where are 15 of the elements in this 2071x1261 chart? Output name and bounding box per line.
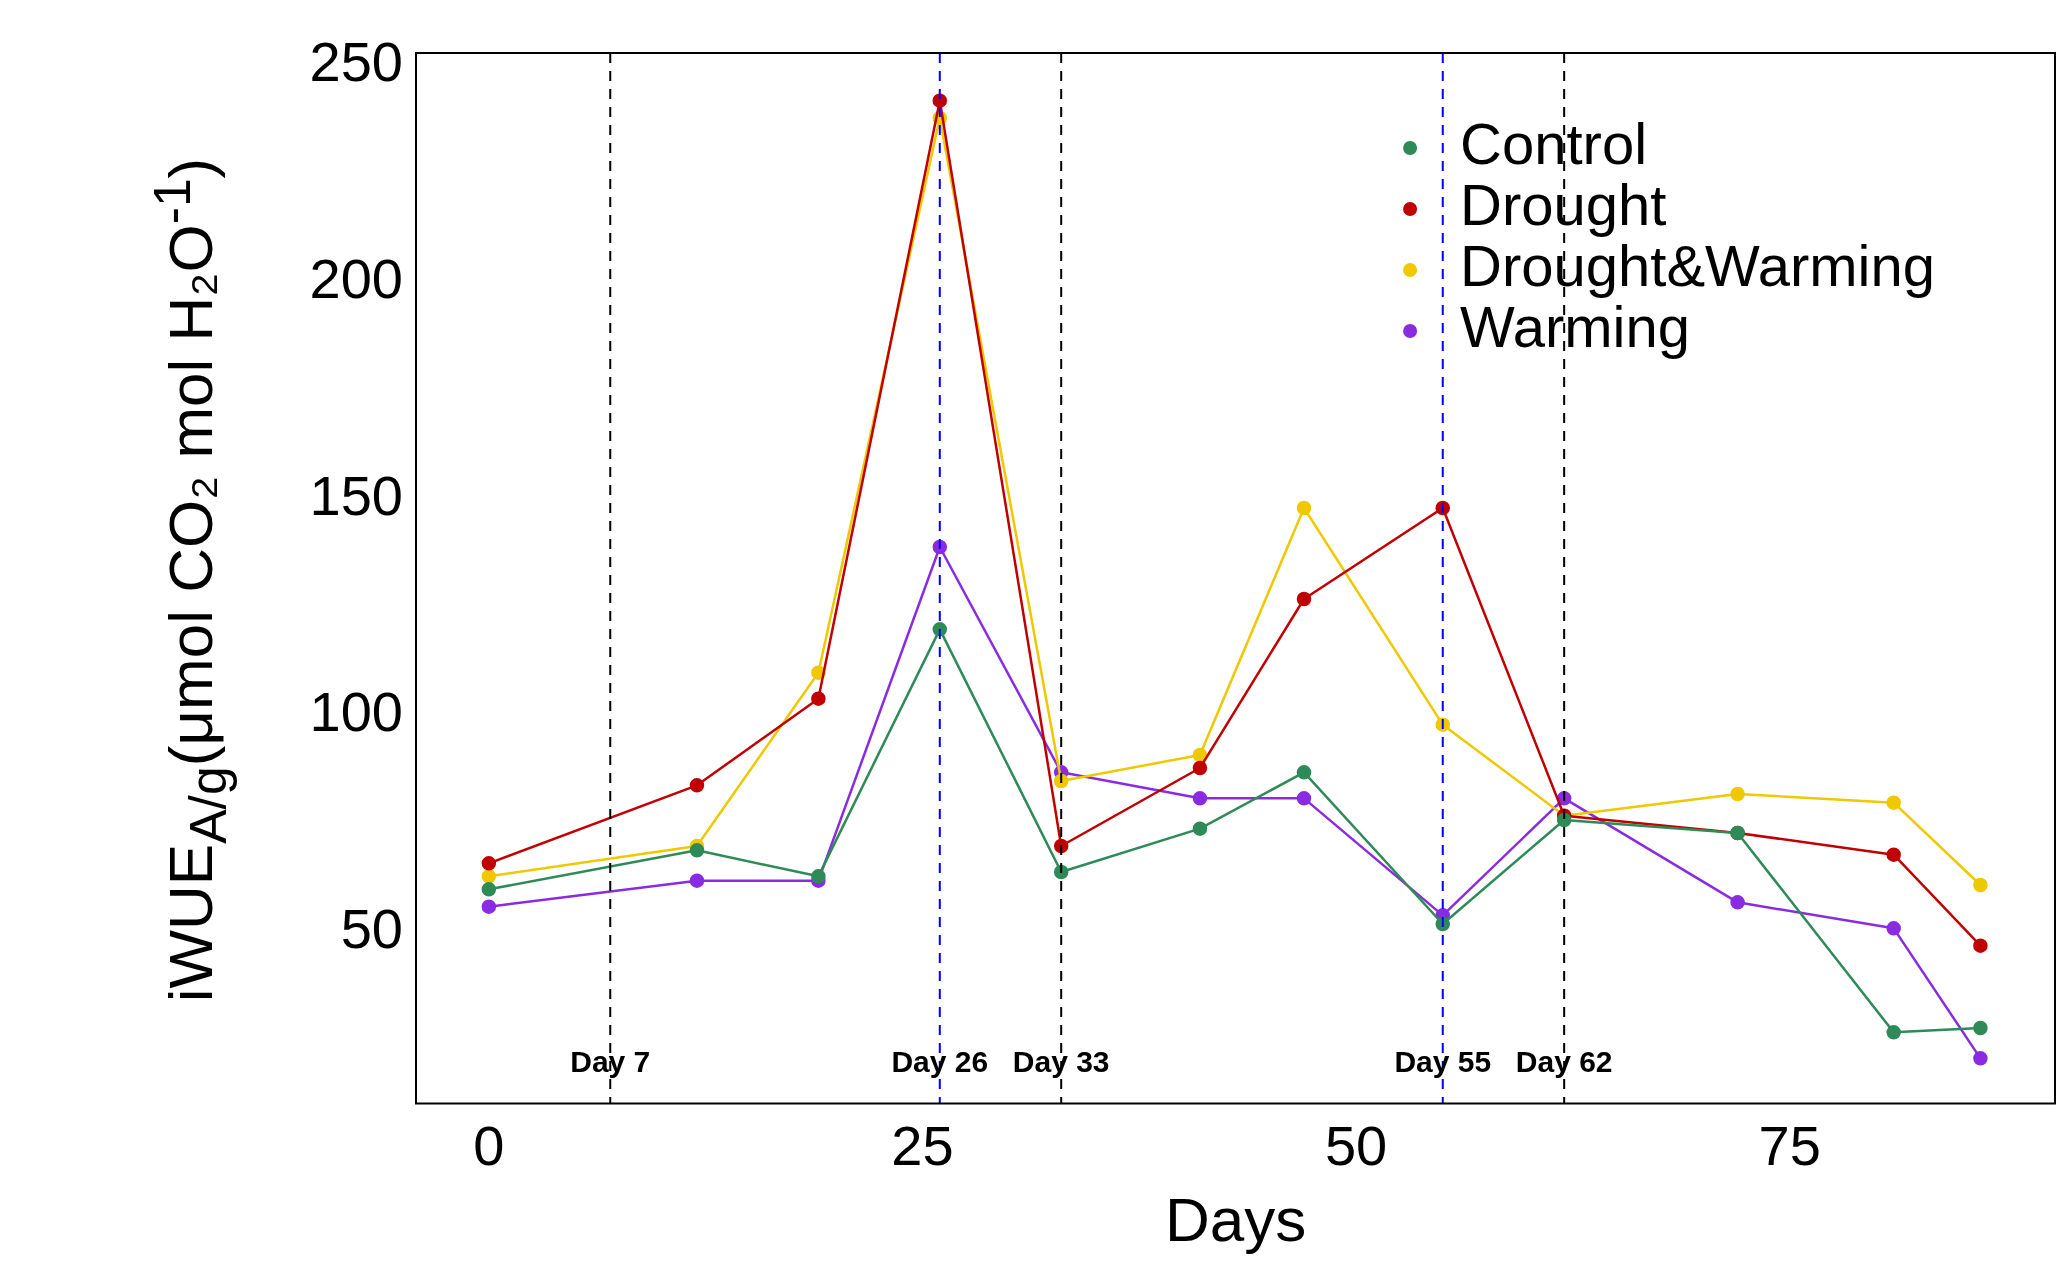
- ref-line-label: Day 62: [1515, 1044, 1613, 1078]
- ref-line-label: Day 26: [891, 1044, 989, 1078]
- ref-line-label: Day 7: [570, 1044, 651, 1078]
- y-tick-label: 100: [309, 680, 403, 744]
- y-tick-label: 250: [309, 30, 403, 94]
- x-tick-label: 75: [1758, 1114, 1821, 1178]
- ref-line-label: Day 33: [1012, 1044, 1110, 1078]
- x-axis-title: Days: [1164, 1184, 1307, 1254]
- ref-line-label: Day 55: [1394, 1044, 1492, 1078]
- x-tick-label: 25: [891, 1114, 954, 1178]
- y-tick-label: 150: [309, 463, 403, 527]
- x-tick-label: 0: [473, 1114, 505, 1178]
- y-tick-label: 200: [309, 247, 403, 311]
- y-tick-label: 50: [340, 897, 403, 961]
- x-tick-label: 50: [1324, 1114, 1388, 1178]
